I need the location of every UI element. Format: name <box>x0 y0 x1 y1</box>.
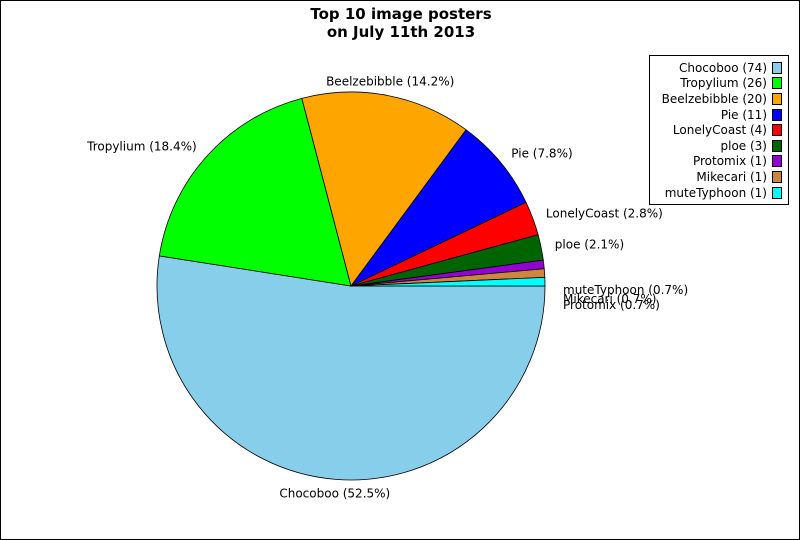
legend-label: Chocoboo (74) <box>678 60 767 75</box>
legend-entry-pie: Pie (11) <box>650 107 788 123</box>
legend-label: Tropylium (26) <box>680 76 767 91</box>
slice-label-tropylium: Tropylium (18.4%) <box>86 140 197 154</box>
pie-slice-pie <box>350 129 527 287</box>
legend-entry-mikecari: Mikecari (1) <box>650 169 788 185</box>
pie-slice-tropylium <box>158 97 352 287</box>
legend-swatch <box>772 124 782 137</box>
legend-label: muteTyphoon (1) <box>664 185 767 200</box>
slice-label-chocoboo: Chocoboo (52.5%) <box>279 486 390 500</box>
legend-entry-lonelycoast: LonelyCoast (4) <box>650 122 788 138</box>
legend: Chocoboo (74) Tropylium (26) Beelzebibble … <box>649 55 789 206</box>
legend-entry-protomix: Protomix (1) <box>650 154 788 170</box>
chart-title-line: Top 10 image posters <box>310 5 491 23</box>
legend-label: Pie (11) <box>720 107 767 122</box>
legend-entry-tropylium: Tropylium (26) <box>650 76 788 92</box>
legend-label: LonelyCoast (4) <box>672 123 767 138</box>
slice-label-protomix: Protomix (0.7%) <box>563 298 660 312</box>
legend-swatch <box>772 92 782 105</box>
legend-swatch <box>772 139 782 152</box>
pie-slice-chocoboo <box>156 255 546 481</box>
legend-entry-beelzebibble: Beelzebibble (20) <box>650 91 788 107</box>
pie-slice-mutetyphoon <box>350 276 546 287</box>
legend-label: Mikecari (1) <box>696 169 767 184</box>
legend-swatch <box>772 170 782 183</box>
slice-label-lonelycoast: LonelyCoast (2.8%) <box>546 206 663 220</box>
slice-label-mutetyphoon: muteTyphoon (0.7%) <box>563 283 688 297</box>
slice-label-pie: Pie (7.8%) <box>511 147 572 161</box>
pie-slice-beelzebibble <box>301 91 467 287</box>
legend-swatch <box>772 77 782 90</box>
legend-label: Protomix (1) <box>692 154 767 169</box>
legend-label: Beelzebibble (20) <box>661 91 767 106</box>
legend-swatch <box>772 155 782 168</box>
legend-swatch <box>772 61 782 74</box>
legend-entry-ploe: ploe (3) <box>650 138 788 154</box>
slice-label-ploe: ploe (2.1%) <box>555 238 624 252</box>
legend-entry-chocoboo: Chocoboo (74) <box>650 60 788 76</box>
legend-swatch <box>772 108 782 121</box>
slice-label-beelzebibble: Beelzebibble (14.2%) <box>326 75 454 89</box>
slice-label-mikecari: Mikecari (0.7%) <box>563 292 656 306</box>
chart-title-line: on July 11th 2013 <box>327 23 475 41</box>
legend-entry-mutetyphoon: muteTyphoon (1) <box>650 185 788 201</box>
legend-label: ploe (3) <box>720 138 768 153</box>
legend-swatch <box>772 186 782 199</box>
